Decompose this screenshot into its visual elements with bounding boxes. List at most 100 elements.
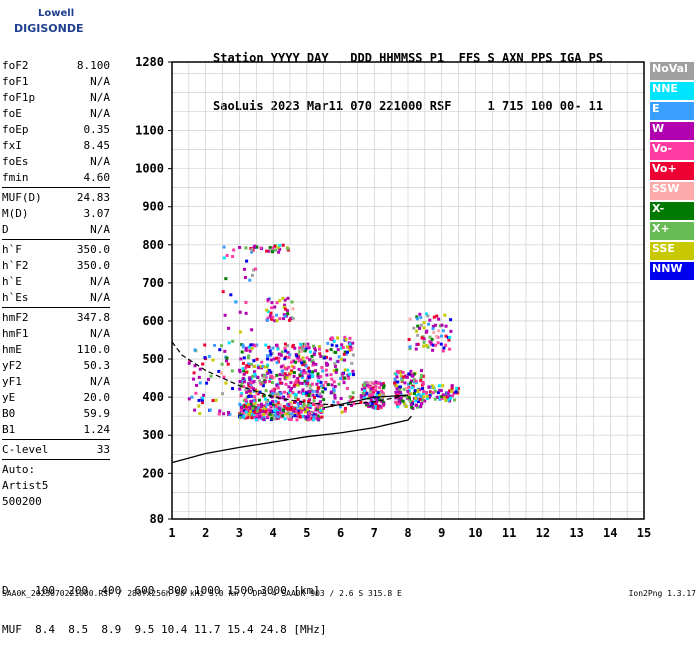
echo-point [202,393,206,397]
echo-point [305,393,309,397]
echo-point [414,379,418,383]
echo-point [303,410,307,414]
polarization-legend: NoVal NNE E W Vo- Vo+ SSW X- X+ SSE NNW [650,62,694,282]
echo-point [409,399,413,403]
echo-point [419,369,423,373]
echo-point [322,406,326,410]
echo-point [318,352,322,356]
echo-point [335,368,339,372]
echo-point [371,388,375,392]
echo-point [241,367,245,371]
echo-point [294,400,298,404]
echo-point [325,373,329,377]
echo-point [285,374,289,378]
echo-point [293,346,297,350]
echo-point [293,412,297,416]
echo-point [413,380,417,384]
echo-point [408,345,412,349]
echo-point [380,400,384,404]
echo-point [422,326,426,330]
legend-item-vo: Vo- [650,142,694,160]
echo-point [348,395,352,399]
echo-point [244,405,248,409]
echo-point [449,318,453,322]
echo-point [305,408,309,412]
echo-point [277,352,281,356]
echo-point [277,407,281,411]
echo-point [282,305,286,309]
echo-point [222,375,226,379]
param-name: h`Es [2,291,29,304]
echo-point [327,383,331,387]
param-name: h`E [2,275,22,288]
traces [171,341,412,464]
echo-point [274,356,278,360]
echo-point [366,382,370,386]
echo-point [253,410,257,414]
echo-point [283,398,287,402]
echo-point [245,395,249,399]
echo-point [255,357,259,361]
echo-point [280,369,284,373]
echo-point [269,390,273,394]
echo-point [422,395,426,399]
echo-point [449,396,453,400]
echo-point [262,373,266,377]
echo-point [270,416,274,420]
echo-point [218,409,222,413]
echo-point [231,254,235,258]
echo-point [223,349,227,353]
echo-point [395,384,399,388]
echo-point [285,376,289,380]
echo-point [193,348,197,352]
echo-point [416,405,420,409]
echo-point [197,404,201,408]
echo-point [211,358,215,362]
echo-point [414,393,418,397]
echo-point [333,364,337,368]
echo-point [382,402,386,406]
echo-point [289,405,293,409]
echo-point [265,399,269,403]
echo-point [407,393,411,397]
echo-point [252,370,256,374]
param-name: foEs [2,155,29,168]
echo-point [341,346,345,350]
echo-point [433,397,437,401]
echo-point [296,383,300,387]
echo-point [375,399,379,403]
echo-point [283,372,287,376]
echo-point [343,335,347,339]
echo-point [394,372,398,376]
echo-point [443,313,447,317]
echo-point [194,391,198,395]
echo-point [192,371,196,375]
echo-point [286,312,290,316]
param-group-1: foF2 8.100 foF1 N/A foF1p N/A foE N/A foEp 0.… [2,58,110,186]
echo-point [306,342,310,346]
echo-point [293,380,297,384]
echo-point [264,343,268,347]
echo-point [412,326,416,330]
echo-point [286,415,290,419]
echo-point [292,366,296,370]
echo-point [332,350,336,354]
param-value: 24.83 [76,191,110,204]
echo-point [435,395,439,399]
echo-point [401,370,405,374]
echo-point [225,253,229,257]
echo-point [271,250,275,254]
echo-point [253,395,257,399]
echo-point [283,357,287,361]
echo-point [254,418,258,422]
echo-point [448,335,452,339]
echo-point [379,382,383,386]
echo-point [307,399,311,403]
echo-point [415,329,419,333]
legend-item-w: W [650,122,694,140]
echo-point [433,323,437,327]
echo-point [349,345,353,349]
echo-point [267,345,271,349]
echo-point [289,388,293,392]
echo-point [333,396,337,400]
